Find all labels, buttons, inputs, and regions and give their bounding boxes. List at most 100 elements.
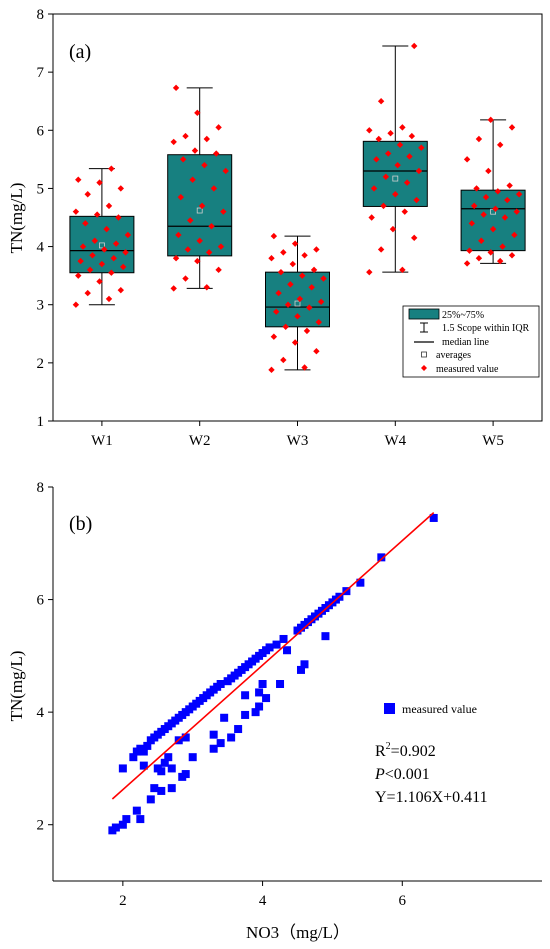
measured-point	[487, 116, 494, 124]
measured-point	[468, 220, 476, 227]
measured-point	[406, 153, 413, 160]
measured-point-b	[111, 823, 120, 832]
measured-point	[101, 246, 108, 253]
measured-point	[189, 176, 196, 183]
measured-point	[515, 191, 523, 198]
measured-point	[177, 193, 184, 201]
measured-point-b	[157, 786, 166, 795]
measured-point	[98, 260, 106, 268]
measured-point	[220, 208, 227, 215]
measured-point-b	[209, 744, 218, 753]
measured-point	[373, 156, 380, 163]
measured-point	[296, 295, 304, 303]
measured-point	[480, 211, 487, 218]
measured-point	[82, 220, 89, 227]
r-squared-text: R2=0.902	[375, 741, 436, 760]
measured-point	[313, 348, 320, 355]
measured-point	[86, 266, 94, 274]
measured-point	[270, 232, 278, 240]
measured-points-b	[108, 513, 438, 835]
measured-point	[93, 211, 101, 218]
measured-point	[401, 208, 408, 215]
measured-point	[403, 179, 411, 186]
measured-point	[79, 243, 87, 250]
measured-point	[466, 247, 473, 254]
measured-point	[504, 196, 511, 204]
measured-point	[105, 202, 113, 210]
x-tick-label-a: W5	[482, 433, 504, 449]
measured-point	[170, 138, 177, 146]
measured-point-b	[167, 784, 176, 793]
y-tick-label-a: 7	[37, 65, 45, 81]
legend-text-averages: averages	[436, 350, 471, 361]
measured-point	[320, 275, 327, 282]
measured-point	[399, 266, 406, 274]
measured-point	[122, 249, 129, 256]
legend-b: measured value	[384, 702, 477, 716]
measured-point	[203, 284, 210, 291]
measured-point	[508, 252, 516, 259]
measured-point-b	[132, 806, 141, 815]
measured-point	[389, 225, 397, 233]
measured-point-b	[262, 694, 271, 703]
measured-point-b	[220, 713, 229, 722]
measured-point	[487, 249, 494, 256]
measured-point	[303, 327, 311, 335]
mean-marker	[294, 300, 301, 307]
y-axis-label-b: TN(mg/L)	[7, 651, 26, 722]
legend-point-marker	[421, 365, 427, 371]
mean-marker	[196, 207, 203, 214]
measured-point	[84, 191, 91, 198]
measured-point-b	[181, 733, 190, 742]
measured-point-b	[255, 688, 264, 697]
measured-point	[91, 237, 99, 244]
y-tick-label-a: 3	[37, 298, 45, 314]
measured-point	[299, 272, 306, 279]
x-tick-label-a: W1	[91, 433, 113, 449]
y-ticks-b: 2 4 6 8	[37, 480, 53, 834]
measured-point-b	[136, 815, 145, 824]
p-value-text: P<0.001	[374, 766, 430, 783]
measured-point	[411, 42, 418, 50]
measured-point	[291, 339, 299, 346]
measured-point	[306, 304, 313, 311]
measured-point	[294, 313, 301, 320]
measured-point	[284, 301, 292, 308]
y-tick-label-b: 8	[37, 480, 45, 496]
measured-point	[506, 182, 513, 189]
measured-point	[501, 214, 509, 221]
measured-point	[105, 295, 113, 303]
measured-point-b	[146, 795, 155, 804]
measured-point	[215, 266, 222, 274]
y-tick-label-b: 4	[37, 705, 45, 721]
measured-point	[222, 167, 229, 175]
measured-point-b	[241, 710, 250, 719]
measured-point	[75, 272, 82, 279]
measured-point	[508, 124, 516, 131]
measured-point-b	[234, 725, 243, 734]
y-axis-label-a: TN(mg/L)	[7, 183, 26, 254]
measured-point	[115, 214, 122, 221]
y-tick-label-a: 1	[37, 414, 45, 430]
x-tick-label-b: 4	[259, 893, 267, 909]
measured-point	[473, 185, 480, 192]
measured-point	[96, 278, 103, 285]
measured-point-b	[129, 753, 138, 762]
measured-point-b	[279, 634, 288, 643]
y-tick-label-a: 2	[37, 356, 45, 372]
measured-point	[489, 225, 497, 233]
stats-annotation: R2=0.902 P<0.001 Y=1.106X+0.411	[374, 741, 488, 806]
x-axis-label-b: NO3（mg/L）	[246, 923, 350, 942]
measured-point	[382, 173, 390, 180]
measured-point-b	[188, 753, 197, 762]
legend-text-measured: measured value	[436, 364, 499, 375]
measured-point	[377, 246, 385, 253]
measured-point	[208, 223, 215, 230]
measured-point-b	[272, 640, 281, 649]
measured-point	[496, 257, 504, 265]
measured-point	[511, 231, 518, 239]
measured-point	[84, 289, 91, 297]
measured-point	[187, 217, 194, 224]
box-w5	[460, 189, 526, 252]
